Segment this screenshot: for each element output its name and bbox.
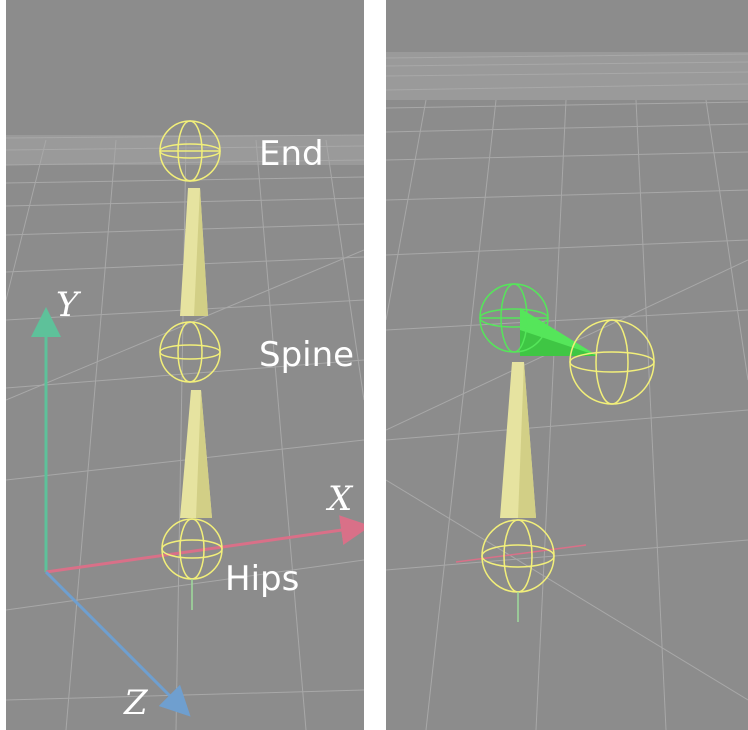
bone-spine-to-end-selected[interactable]	[520, 308, 598, 356]
bone-label-hips: Hips	[225, 559, 300, 599]
axis-label-z: Z	[124, 683, 148, 723]
bone-spine-to-end[interactable]	[180, 188, 208, 316]
axis-label-y: Y	[56, 285, 79, 325]
bone-hips-to-spine[interactable]	[180, 390, 212, 518]
joint-hips[interactable]	[481, 519, 555, 622]
bone-label-spine: Spine	[259, 335, 355, 375]
ground-grid	[6, 134, 364, 730]
axis-x	[45, 515, 364, 574]
axis-z	[44, 570, 191, 717]
axis-label-x: X	[328, 479, 353, 519]
joint-spine[interactable]	[159, 321, 221, 383]
joint-end[interactable]	[159, 120, 221, 182]
left-viewport-canvas[interactable]	[6, 0, 364, 730]
bone-label-end: End	[259, 134, 324, 174]
joint-end[interactable]	[569, 319, 655, 405]
joint-spine-selected[interactable]	[479, 283, 549, 353]
right-viewport-canvas[interactable]	[386, 0, 748, 730]
bone-hips-to-spine[interactable]	[500, 362, 536, 518]
x-axis-hint	[455, 544, 587, 563]
left-viewport[interactable]: End Spine Hips Y X Z	[6, 0, 364, 730]
ground-grid	[386, 52, 748, 730]
joint-hips[interactable]	[161, 518, 223, 610]
right-viewport[interactable]	[386, 0, 748, 730]
